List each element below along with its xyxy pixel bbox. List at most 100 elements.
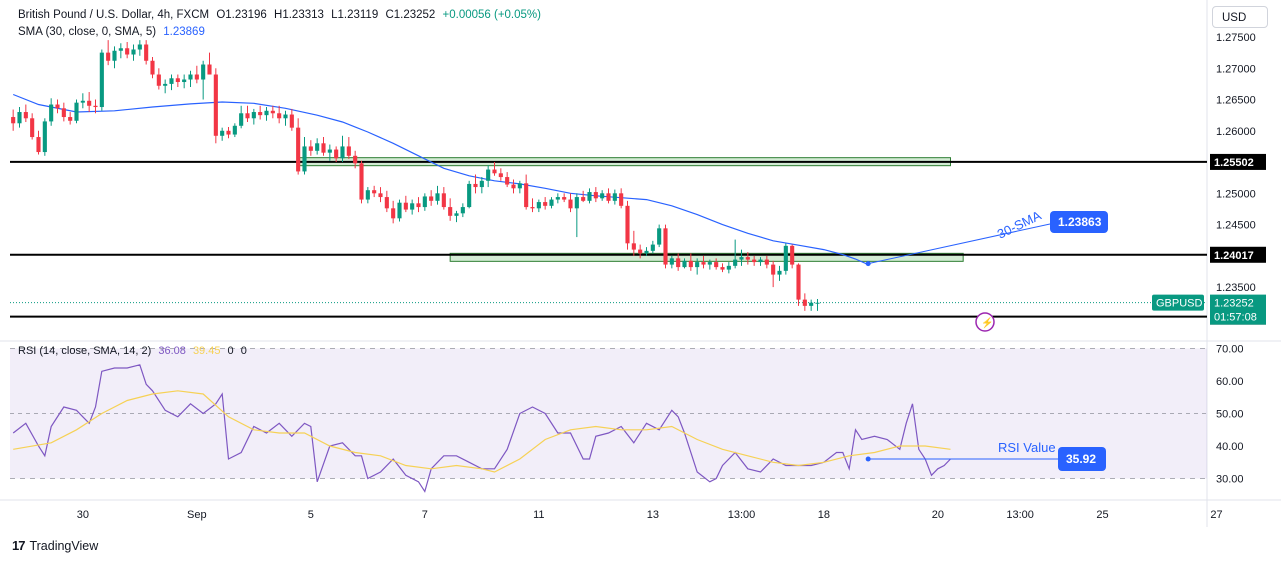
candle-body[interactable] [80,100,85,103]
candle-body[interactable] [403,202,408,210]
candle-body[interactable] [467,183,472,208]
candle-body[interactable] [277,113,282,119]
candle-body[interactable] [188,74,193,80]
candle-body[interactable] [695,262,700,268]
candle-body[interactable] [435,193,440,201]
candle-body[interactable] [815,302,820,304]
candle-body[interactable] [30,118,35,138]
candle-body[interactable] [688,260,693,268]
symbol-title[interactable]: British Pound / U.S. Dollar, 4h, FXCM [18,9,210,21]
candle-body[interactable] [55,104,60,109]
candle-body[interactable] [562,197,567,200]
sma-30-line[interactable] [12,93,869,266]
rsi-label[interactable]: RSI (14, close, SMA, 14, 2) [18,345,152,357]
candle-body[interactable] [587,192,592,201]
candle-body[interactable] [739,257,744,260]
candle-body[interactable] [270,110,275,114]
candle-body[interactable] [397,202,402,219]
candle-body[interactable] [264,110,269,116]
candle-body[interactable] [163,83,168,86]
candle-body[interactable] [359,163,364,200]
candle-body[interactable] [378,193,383,198]
candle-body[interactable] [112,50,117,61]
candle-body[interactable] [524,183,529,208]
candle-body[interactable] [410,203,415,210]
candle-body[interactable] [682,260,687,268]
candle-body[interactable] [574,197,579,209]
candle-body[interactable] [720,267,725,270]
candle-body[interactable] [733,259,738,266]
candle-body[interactable] [213,74,218,136]
candle-body[interactable] [226,130,231,135]
candle-body[interactable] [650,244,655,251]
candle-body[interactable] [384,197,389,209]
candle-body[interactable] [125,48,130,55]
candle-body[interactable] [619,193,624,206]
candle-body[interactable] [530,207,535,209]
candle-body[interactable] [631,243,636,250]
candle-body[interactable] [707,262,712,265]
candle-body[interactable] [593,192,598,199]
candle-body[interactable] [49,104,54,122]
candle-body[interactable] [302,146,307,172]
candle-body[interactable] [448,207,453,216]
candle-body[interactable] [726,265,731,270]
candle-body[interactable] [340,146,345,159]
candle-body[interactable] [612,193,617,201]
candle-body[interactable] [150,60,155,75]
candle-body[interactable] [194,74,199,80]
candle-body[interactable] [391,208,396,219]
candle-body[interactable] [771,264,776,275]
candle-body[interactable] [638,249,643,254]
candle-body[interactable] [758,259,763,263]
candle-body[interactable] [511,184,516,189]
candle-body[interactable] [169,78,174,84]
candle-body[interactable] [42,121,47,153]
candle-body[interactable] [156,74,161,86]
candle-body[interactable] [745,257,750,260]
sma-label[interactable]: SMA (30, close, 0, SMA, 5) [18,26,157,38]
candle-body[interactable] [137,44,142,50]
candle-body[interactable] [245,113,250,119]
candle-body[interactable] [68,117,73,121]
candle-body[interactable] [308,146,313,151]
candle-body[interactable] [473,183,478,188]
candle-body[interactable] [790,245,795,265]
candle-body[interactable] [663,228,668,265]
rsi-ma-line[interactable] [13,390,951,473]
event-marker-icon[interactable] [975,312,995,332]
candle-body[interactable] [296,127,301,172]
candle-body[interactable] [701,262,706,265]
candle-body[interactable] [517,183,522,189]
candle-body[interactable] [239,113,244,126]
candle-body[interactable] [11,117,16,124]
candle-body[interactable] [283,114,288,119]
candle-body[interactable] [144,44,149,61]
candle-body[interactable] [87,100,92,106]
candle-body[interactable] [644,250,649,254]
candle-body[interactable] [201,64,206,80]
candle-body[interactable] [441,193,446,208]
candle-body[interactable] [492,169,497,174]
candle-body[interactable] [505,177,510,185]
candle-body[interactable] [365,190,370,200]
candle-body[interactable] [61,108,66,118]
candle-body[interactable] [657,228,662,245]
candle-body[interactable] [207,64,212,75]
candle-body[interactable] [106,52,111,61]
candle-body[interactable] [783,245,788,271]
candle-body[interactable] [581,197,586,201]
candle-body[interactable] [258,112,263,116]
candle-body[interactable] [460,207,465,214]
candle-body[interactable] [536,202,541,209]
candle-body[interactable] [676,258,681,268]
candle-body[interactable] [321,143,326,153]
candle-body[interactable] [606,193,611,201]
candle-body[interactable] [764,259,769,265]
candle-body[interactable] [353,155,358,164]
candle-body[interactable] [555,197,560,200]
candle-body[interactable] [429,196,434,201]
candle-body[interactable] [416,203,421,208]
candle-body[interactable] [372,190,377,194]
candle-body[interactable] [93,105,98,108]
